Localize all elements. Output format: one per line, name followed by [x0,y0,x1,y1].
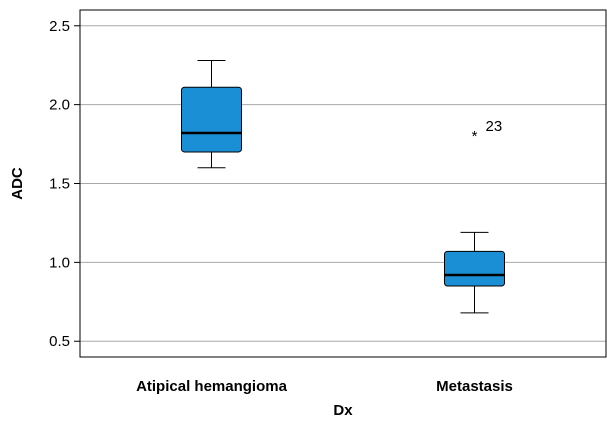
y-tick-label: 1.0 [49,254,70,271]
y-tick-label: 2.5 [49,18,70,35]
x-axis-title: Dx [333,402,353,419]
iqr-box [444,250,505,287]
box-group: * 23 [444,118,505,314]
boxes: * 23 [181,59,505,314]
y-tick-label: 2.0 [49,97,70,114]
box-group [181,59,242,169]
y-tick-label: 1.5 [49,176,70,193]
x-category-label: Metastasis [436,378,513,395]
x-category-labels: Atipical hemangioma Metastasis [136,378,513,395]
iqr-box [181,86,242,153]
y-tick-label: 0.5 [49,333,70,350]
outlier-label: 23 [486,118,503,135]
gridlines [80,25,606,342]
y-axis-title: ADC [9,167,26,200]
y-axis: 0.5 1.0 1.5 2.0 2.5 [49,18,80,350]
x-category-label: Atipical hemangioma [136,378,288,395]
outlier-marker: * [472,128,478,145]
